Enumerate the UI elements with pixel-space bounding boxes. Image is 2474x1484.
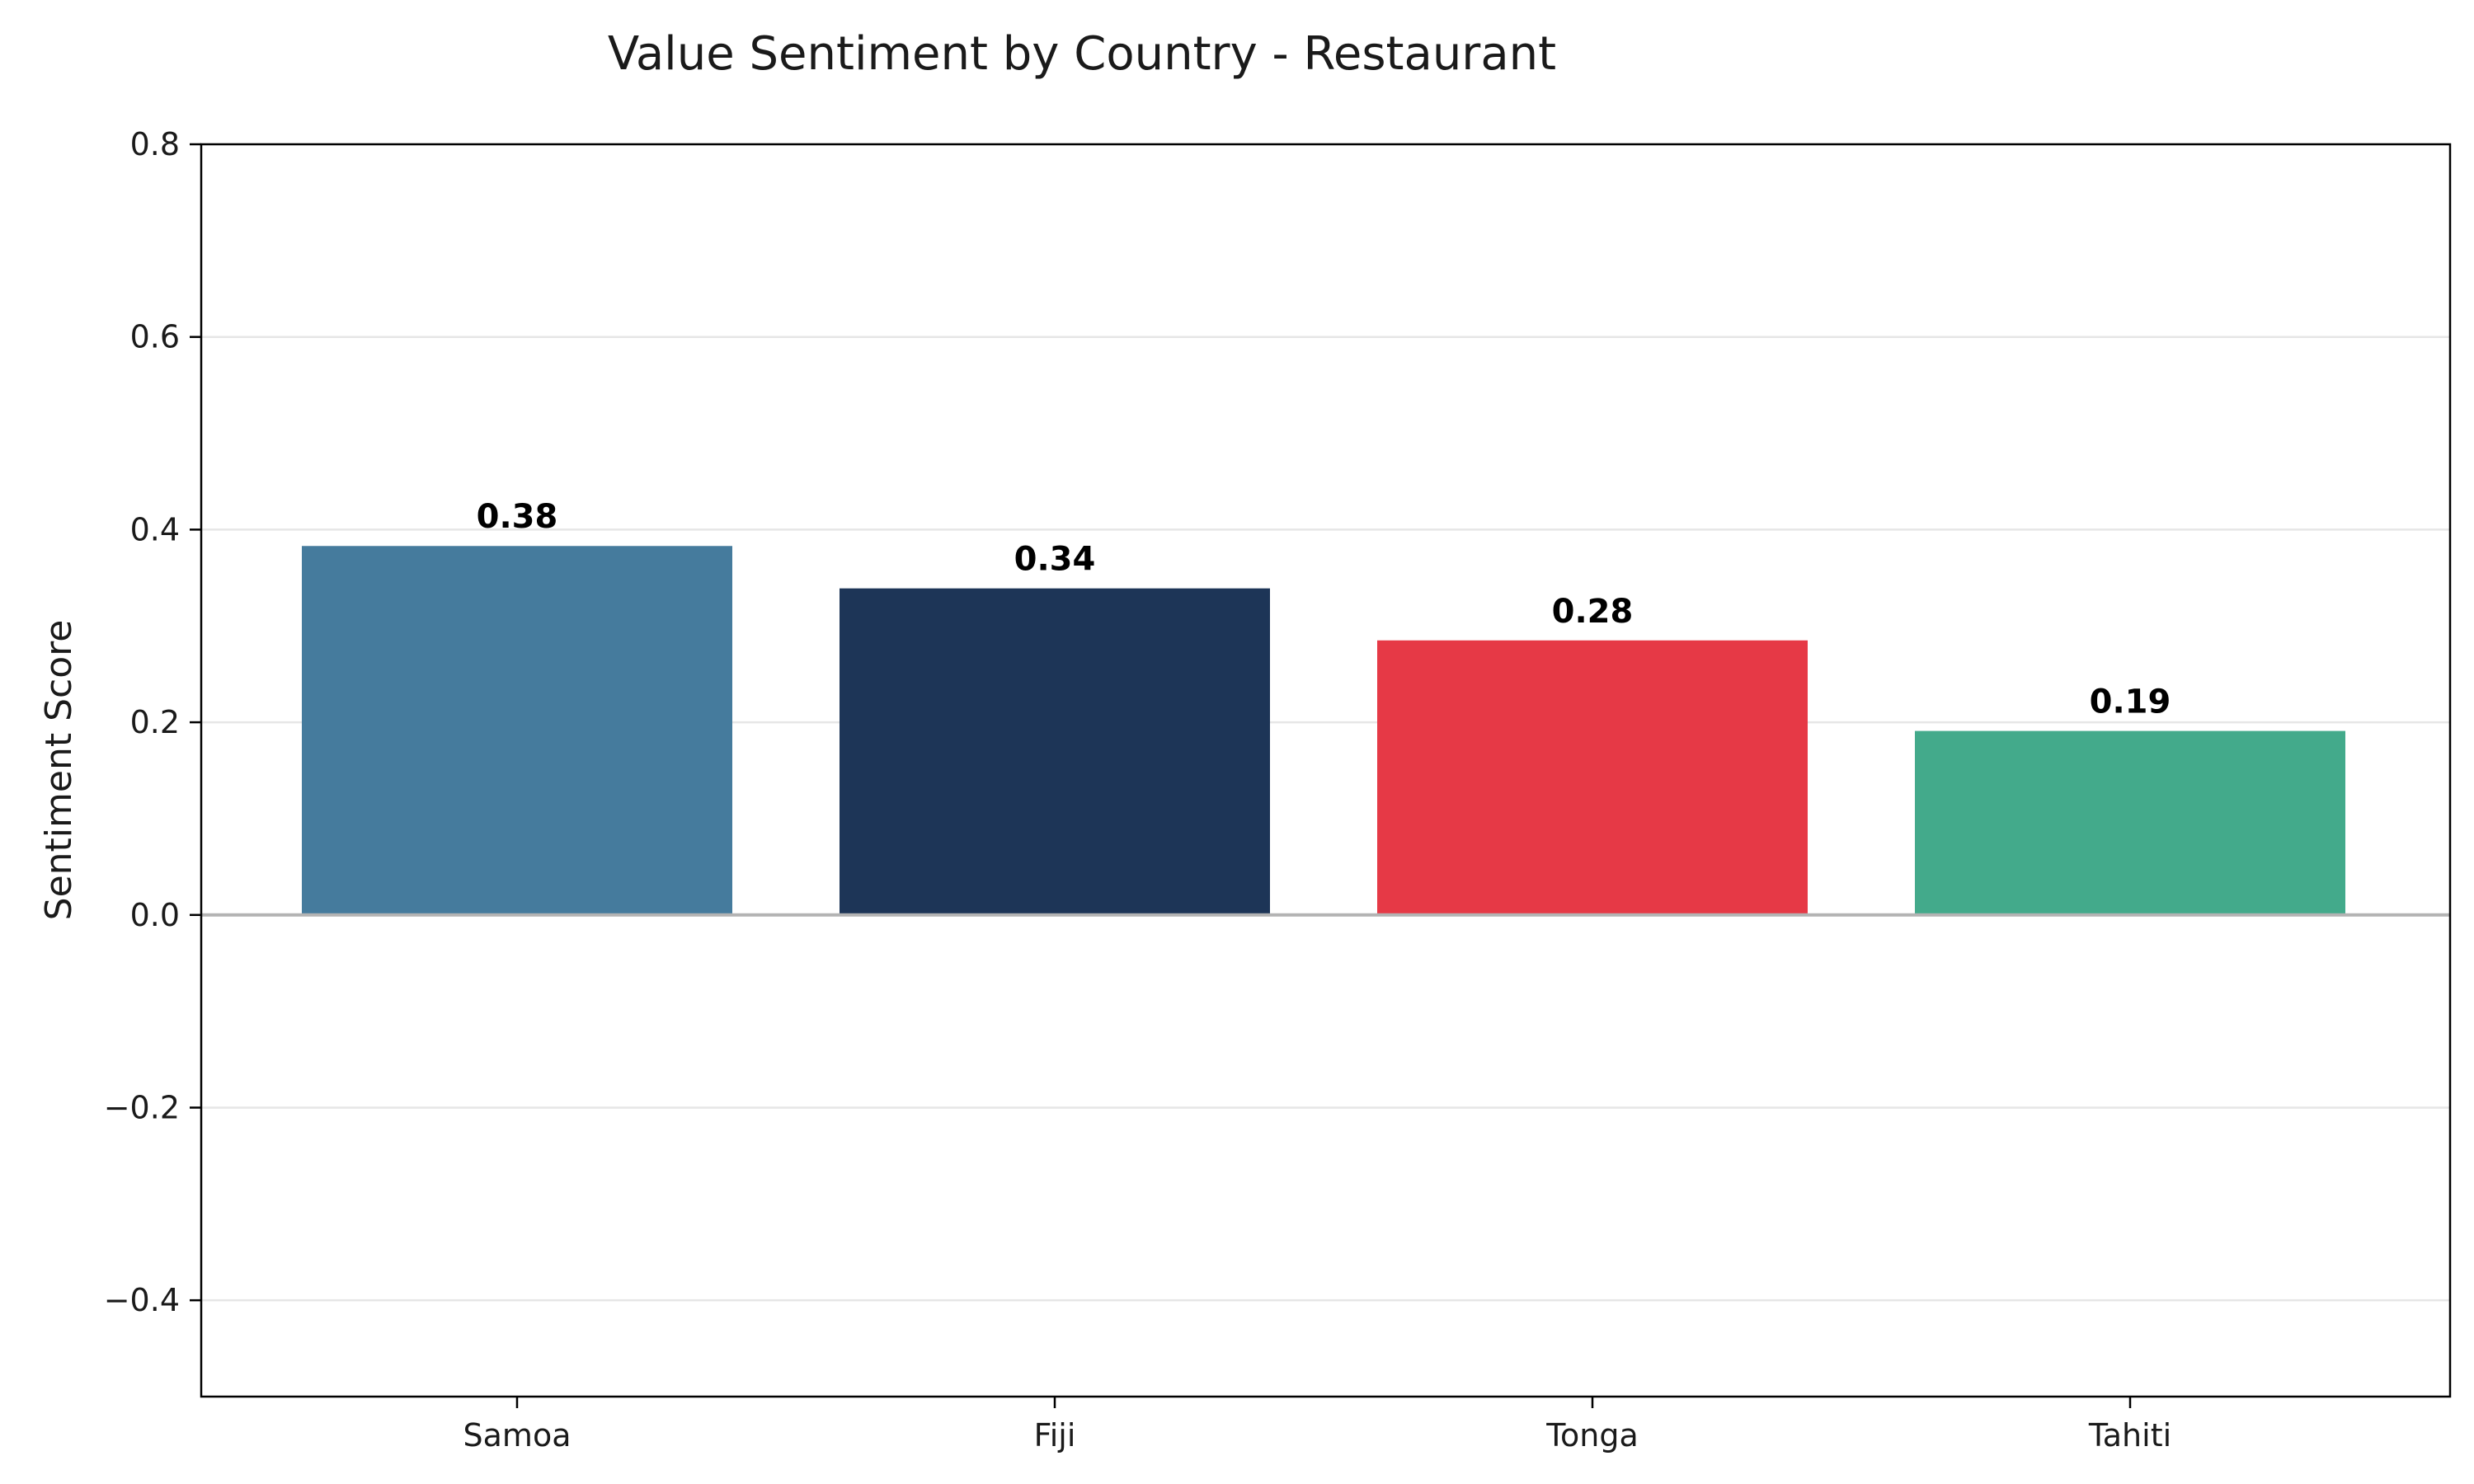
bar-samoa xyxy=(302,546,732,915)
y-tick-label: −0.2 xyxy=(104,1089,180,1125)
x-tick-label: Fiji xyxy=(1034,1417,1076,1453)
value-labels: 0.38 0.34 0.28 0.19 xyxy=(477,498,2171,721)
bar-tahiti xyxy=(1915,730,2345,915)
bar-value-label: 0.19 xyxy=(2090,683,2171,721)
x-axis-ticks: Samoa Fiji Tonga Tahiti xyxy=(463,1397,2171,1453)
x-tick-label: Samoa xyxy=(463,1417,571,1453)
y-tick-label: 0.2 xyxy=(130,704,180,740)
y-tick-label: 0.8 xyxy=(130,126,180,162)
bars xyxy=(302,546,2345,915)
y-axis-label: Sentiment Score xyxy=(38,620,80,921)
y-tick-label: 0.0 xyxy=(130,897,180,933)
bar-fiji xyxy=(840,588,1270,915)
chart-title: Value Sentiment by Country - Restaurant xyxy=(608,27,1556,81)
y-tick-label: 0.6 xyxy=(130,319,180,355)
bar-value-label: 0.28 xyxy=(1552,593,1634,631)
y-tick-label: 0.4 xyxy=(130,511,180,547)
bar-value-label: 0.38 xyxy=(477,498,558,536)
bar-value-label: 0.34 xyxy=(1014,541,1096,579)
x-tick-label: Tonga xyxy=(1545,1417,1639,1453)
y-tick-label: −0.4 xyxy=(104,1282,180,1318)
bar-tonga xyxy=(1377,640,1808,915)
x-tick-label: Tahiti xyxy=(2088,1417,2171,1453)
plot-frame xyxy=(200,143,2452,1398)
y-axis-ticks: −0.4 −0.2 0.0 0.2 0.4 0.6 0.8 xyxy=(104,126,201,1318)
